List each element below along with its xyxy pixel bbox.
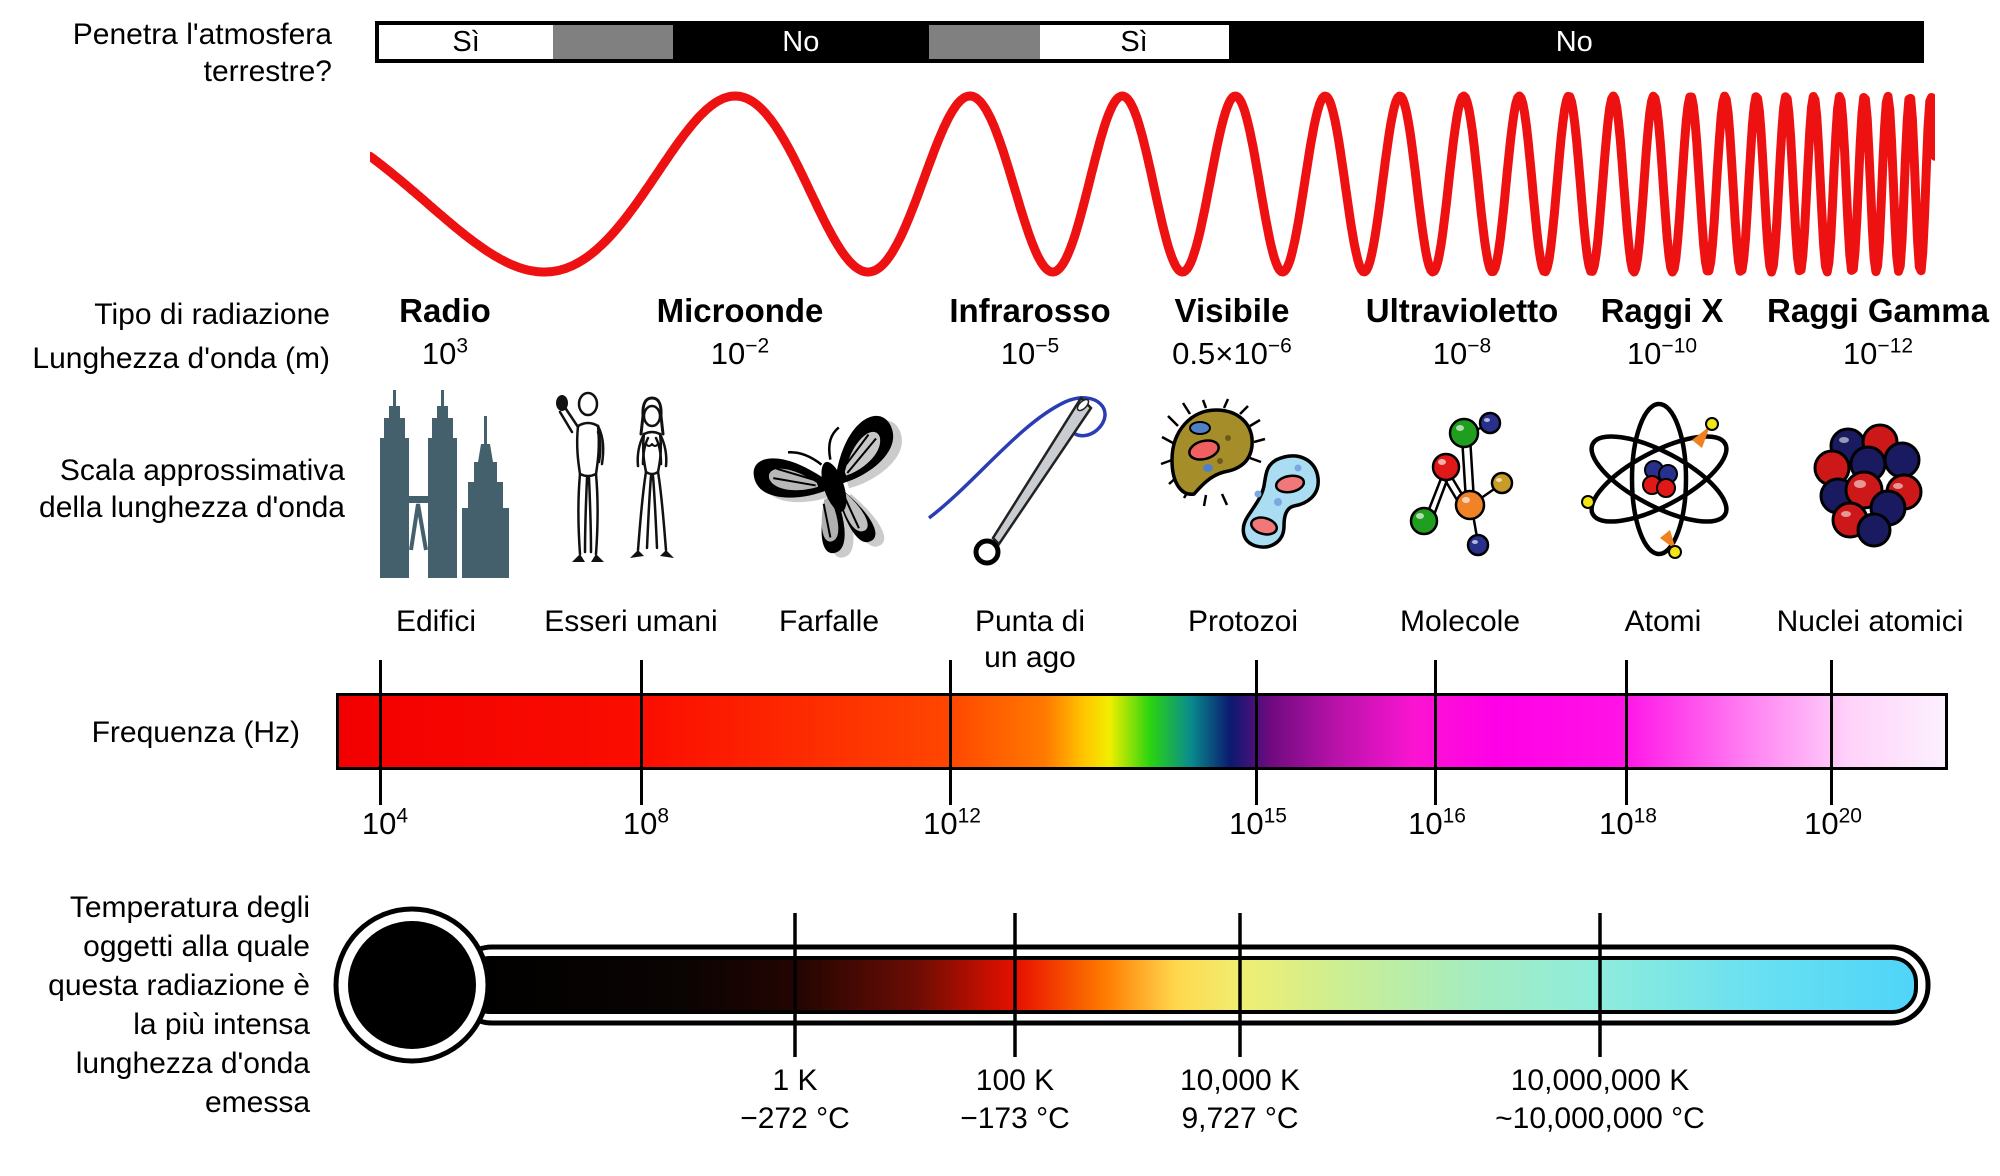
wavelength-value: 10−2 <box>710 334 770 371</box>
frequency-tick-label: 1015 <box>1229 804 1287 841</box>
needle-icon <box>925 378 1125 573</box>
object-label-needle-point: Punta di un ago <box>974 605 1086 674</box>
object-label-buildings: Edifici <box>395 605 477 638</box>
wavelength-row-label: Lunghezza d'onda (m) <box>32 342 330 375</box>
object-label-nuclei: Nuclei atomici <box>1776 605 1964 638</box>
frequency-tick-label: 104 <box>361 804 409 841</box>
temperature-tick-label: 10,000,000 K ~10,000,000 °C <box>1495 1064 1705 1135</box>
frequency-spectrum-bar <box>336 693 1948 770</box>
frequency-tick-label: 1018 <box>1599 804 1657 841</box>
atom-icon <box>1572 392 1747 567</box>
thermometer-tube-gradient <box>464 956 1918 1014</box>
scale-row-label: Scala approssimativa della lunghezza d'o… <box>39 454 345 524</box>
temperature-row-label: Temperatura degli oggetti alla quale que… <box>48 891 310 1119</box>
atmosphere-penetration-bar: Sì No Sì No <box>375 21 1924 63</box>
object-label-atoms: Atomi <box>1624 605 1702 638</box>
temperature-tick-label: 10,000 K 9,727 °C <box>1179 1064 1301 1135</box>
penetration-segment-yes: Sì <box>379 25 554 59</box>
wavelength-value: 10−5 <box>1000 334 1060 371</box>
penetration-segment-yes: Sì <box>1039 25 1229 59</box>
wavelength-value: 103 <box>421 334 469 371</box>
frequency-tick <box>1830 660 1833 805</box>
butterfly-icon <box>748 392 918 577</box>
molecule-icon <box>1398 405 1538 560</box>
object-label-butterflies: Farfalle <box>778 605 880 638</box>
frequency-tick <box>640 660 643 805</box>
frequency-tick <box>1625 660 1628 805</box>
frequency-tick <box>1434 660 1437 805</box>
object-label-protozoa: Protozoi <box>1187 605 1299 638</box>
protozoa-icon <box>1158 398 1353 563</box>
frequency-tick-label: 1012 <box>923 804 981 841</box>
buildings-icon <box>372 388 512 588</box>
wavelength-value: 10−12 <box>1842 334 1914 371</box>
frequency-tick-label: 108 <box>622 804 670 841</box>
thermometer-bulb <box>348 921 476 1049</box>
thermometer <box>333 906 1931 1064</box>
temperature-ticks <box>793 913 1602 1057</box>
humans-icon <box>540 386 700 586</box>
frequency-tick <box>949 660 952 805</box>
radiation-type-ultraviolet: Ultravioletto <box>1365 292 1559 329</box>
penetration-segment-partial <box>929 25 1040 59</box>
frequency-tick <box>1255 660 1258 805</box>
radiation-type-infrared: Infrarosso <box>949 292 1111 329</box>
frequency-tick <box>379 660 382 805</box>
atmosphere-question-label: Penetra l'atmosfera terrestre? <box>72 18 332 88</box>
frequency-tick-label: 1020 <box>1804 804 1862 841</box>
radiation-type-visible: Visibile <box>1174 292 1290 329</box>
penetration-segment-partial <box>553 25 673 59</box>
nucleus-icon <box>1808 412 1933 557</box>
frequency-row-label: Frequenza (Hz) <box>91 716 300 749</box>
temperature-tick-label: 1 K −272 °C <box>740 1064 850 1135</box>
penetration-segment-no: No <box>1228 25 1920 59</box>
radiation-type-row-label: Tipo di radiazione <box>94 298 330 331</box>
wavelength-value: 0.5×10−6 <box>1172 334 1292 371</box>
temperature-tick-label: 100 K −173 °C <box>960 1064 1070 1135</box>
penetration-segment-no: No <box>672 25 930 59</box>
object-label-molecules: Molecole <box>1399 605 1521 638</box>
radiation-type-xray: Raggi X <box>1600 292 1724 329</box>
radiation-type-gamma: Raggi Gamma <box>1767 292 1989 329</box>
object-label-humans: Esseri umani <box>544 605 718 638</box>
wavelength-value: 10−10 <box>1626 334 1698 371</box>
em-wave <box>370 91 1935 277</box>
frequency-tick-label: 1016 <box>1408 804 1466 841</box>
radiation-type-radio: Radio <box>399 292 491 329</box>
wavelength-value: 10−8 <box>1432 334 1492 371</box>
radiation-type-microwave: Microonde <box>656 292 824 329</box>
